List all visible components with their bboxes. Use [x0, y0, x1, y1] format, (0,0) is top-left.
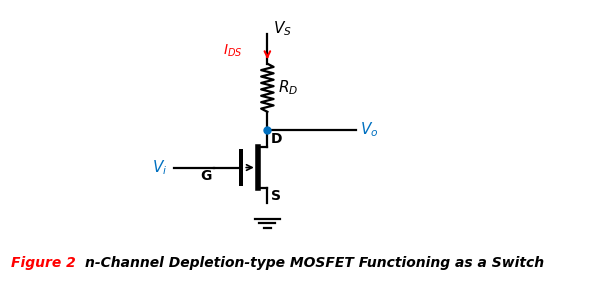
Text: n-Channel Depletion-type MOSFET Functioning as a Switch: n-Channel Depletion-type MOSFET Function…	[85, 256, 544, 270]
Text: G: G	[201, 169, 212, 183]
Text: $V_S$: $V_S$	[273, 20, 292, 38]
Text: D: D	[271, 132, 283, 146]
Text: S: S	[271, 189, 281, 203]
Text: $V_o$: $V_o$	[360, 120, 379, 139]
Text: $V_i$: $V_i$	[152, 158, 167, 177]
Text: $R_D$: $R_D$	[278, 78, 298, 97]
Text: Figure 2: Figure 2	[11, 256, 76, 270]
Text: $I_{DS}$: $I_{DS}$	[223, 43, 242, 59]
